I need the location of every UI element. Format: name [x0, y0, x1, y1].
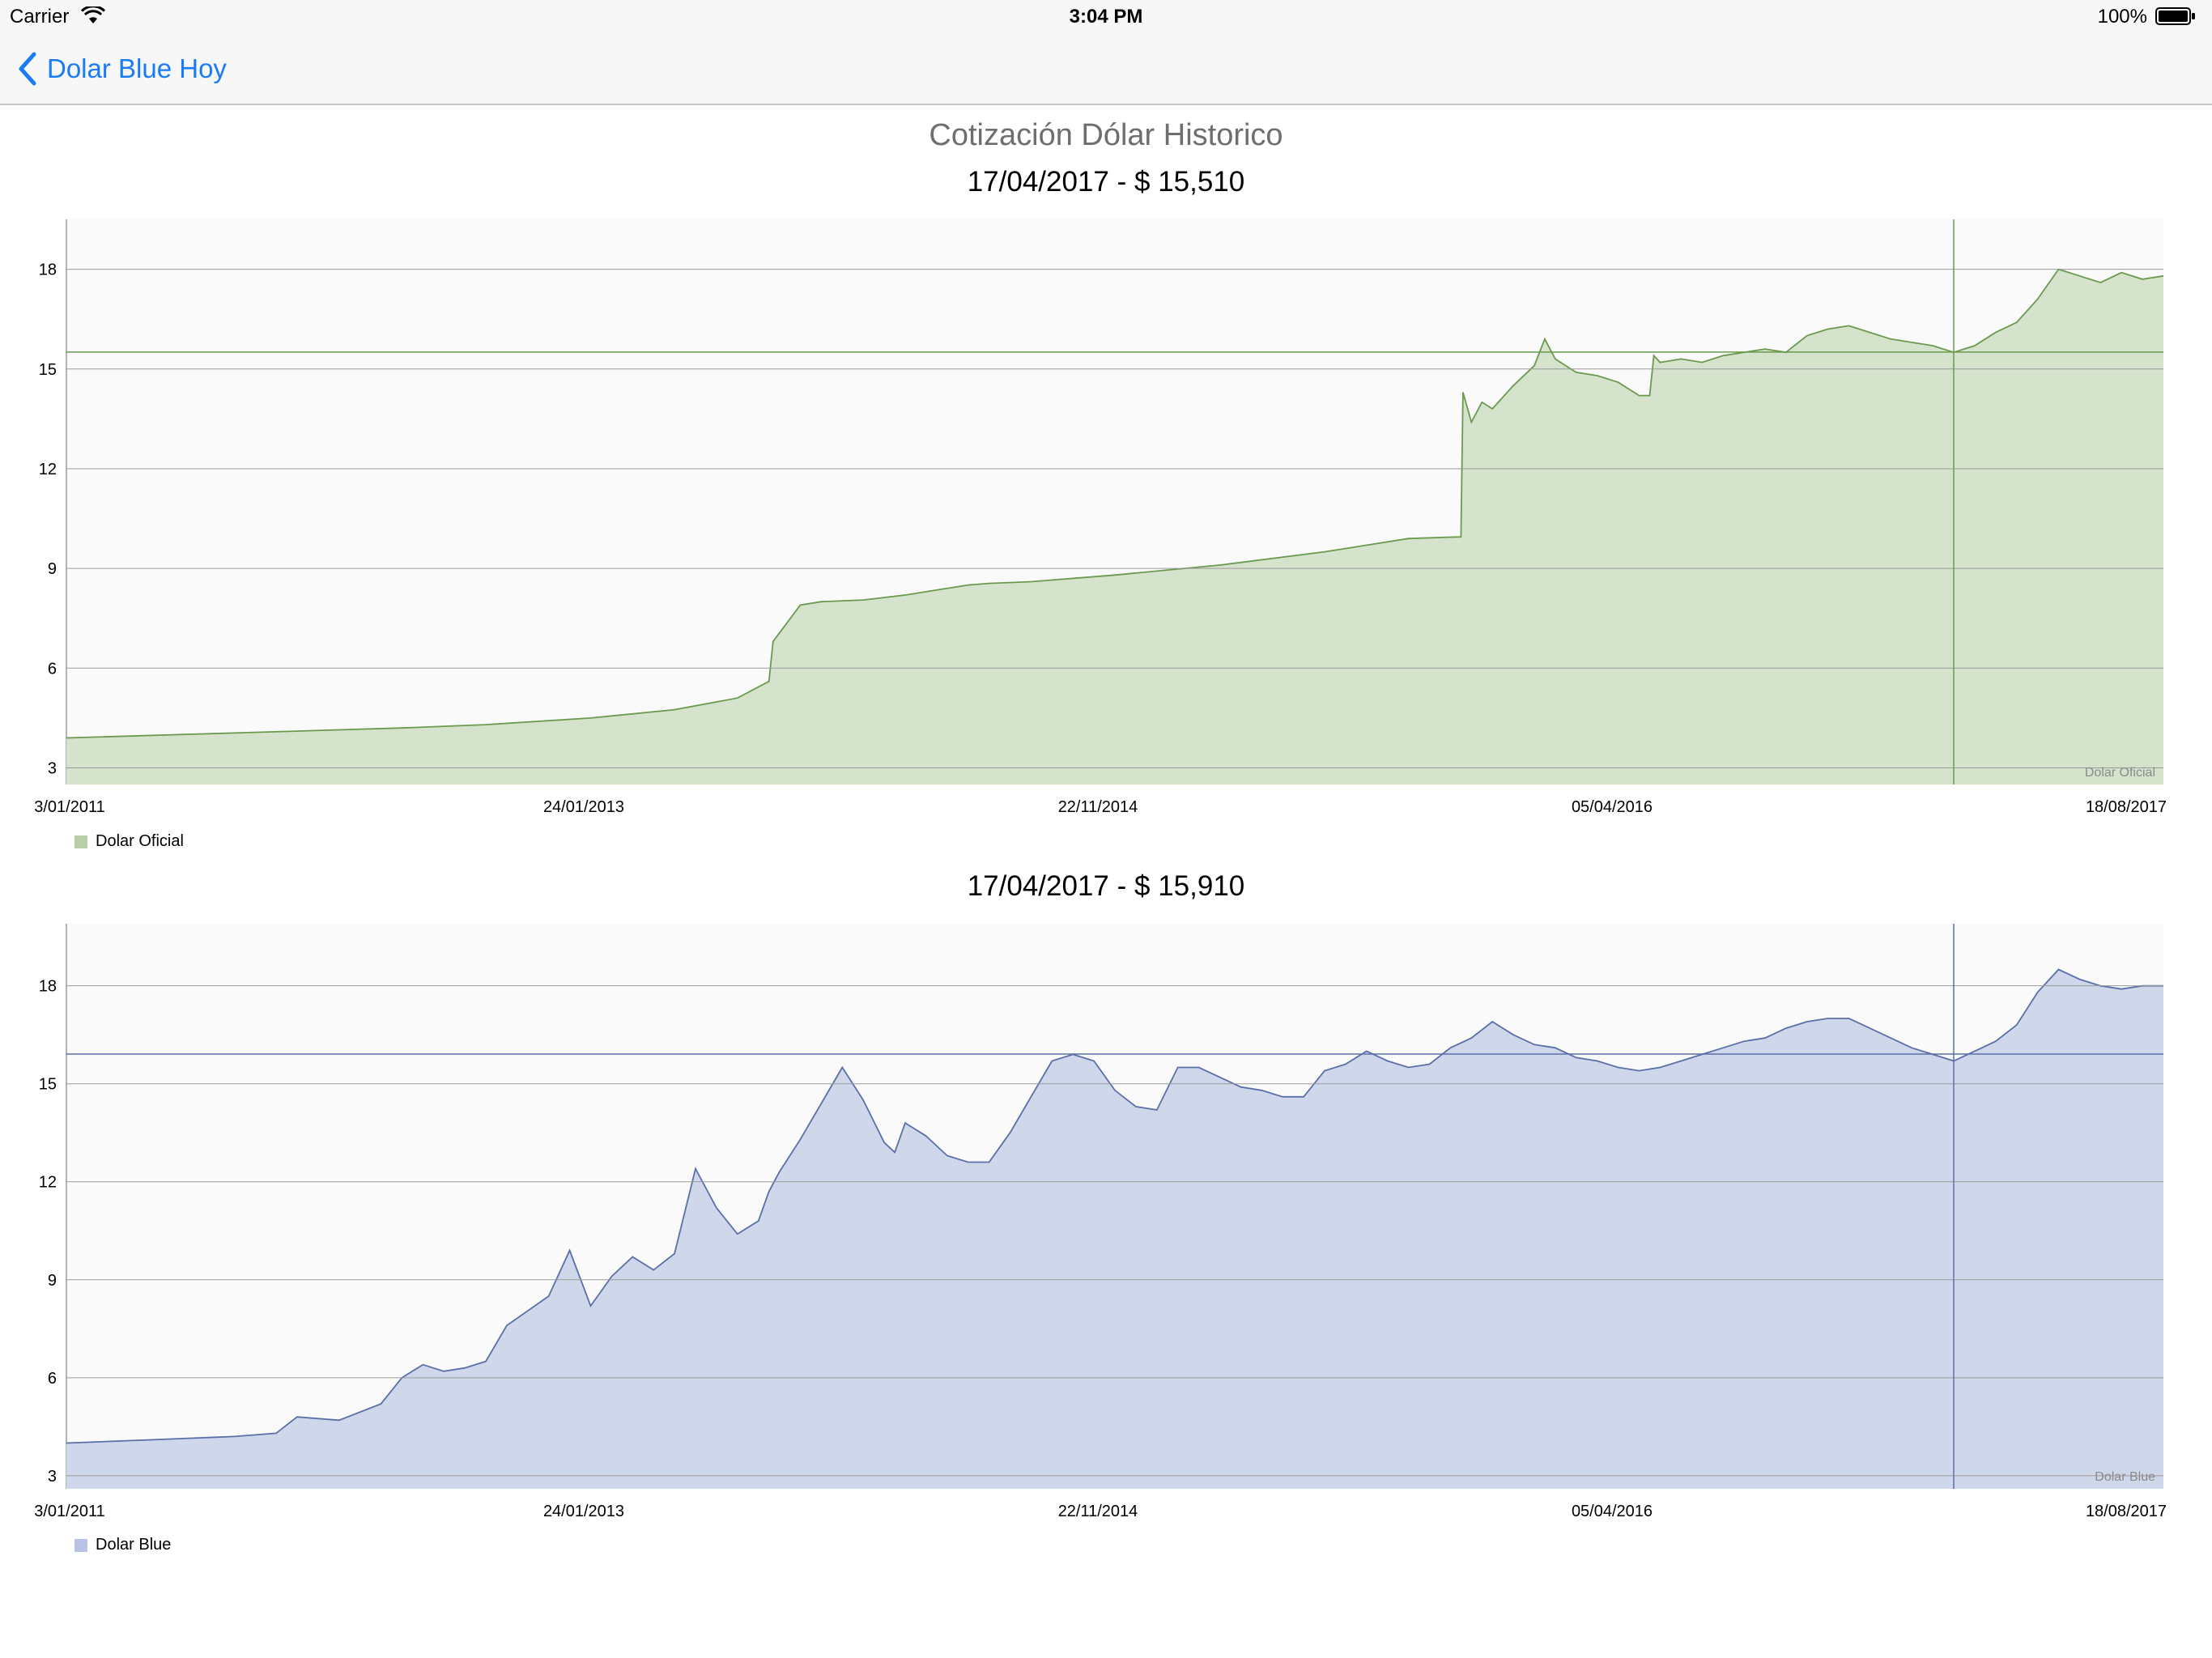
chart-oficial-header-value: $ 15,510 — [1134, 166, 1245, 198]
blue-series-line — [66, 968, 2163, 1444]
battery-icon — [2155, 7, 2195, 25]
legend-swatch-oficial — [74, 835, 87, 848]
chart-dolar-blue[interactable]: 3 6 9 12 15 18 3/01/2011 24/01/2013 22/11/2014 05… — [0, 911, 2212, 1526]
battery-percent: 100% — [2097, 6, 2147, 28]
chart-dolar-oficial[interactable]: 3 6 9 12 15 18 3/01/2011 24/01/2013 22/11/2014 05… — [0, 206, 2212, 822]
blue-x-tick-label: 05/04/2016 — [1572, 1503, 1653, 1520]
blue-y-tick-label: 6 — [48, 1370, 57, 1388]
status-bar: Carrier 3:04 PM 100% — [0, 0, 2212, 32]
blue-y-tick-label: 15 — [39, 1076, 57, 1094]
chevron-left-icon — [19, 52, 36, 86]
blue-x-tick-label: 3/01/2011 — [34, 1503, 105, 1520]
blue-y-tick-label: 12 — [39, 1174, 57, 1192]
wifi-icon — [81, 6, 105, 23]
chart-blue-header: 17/04/2017 - $ 15,910 — [0, 870, 2212, 903]
oficial-x-tick-label: 18/08/2017 — [2086, 798, 2167, 816]
oficial-x-tick-label: 22/11/2014 — [1058, 798, 1138, 816]
legend-swatch-blue — [74, 1538, 87, 1552]
back-button-label: Dolar Blue Hoy — [47, 53, 227, 83]
blue-x-tick-label: 18/08/2017 — [2086, 1503, 2167, 1520]
oficial-x-tick-label: 3/01/2011 — [34, 798, 105, 816]
chart-blue-legend: Dolar Blue — [74, 1536, 171, 1554]
oficial-y-tick-label: 12 — [39, 461, 57, 478]
back-button[interactable]: Dolar Blue Hoy — [16, 50, 227, 87]
blue-description-label: Dolar Blue — [2095, 1470, 2155, 1484]
oficial-y-tick-label: 9 — [48, 560, 57, 578]
carrier-label: Carrier — [10, 6, 70, 28]
legend-label-blue: Dolar Blue — [96, 1536, 172, 1554]
oficial-y-tick-label: 3 — [48, 759, 57, 777]
oficial-description-label: Dolar Oficial — [2085, 766, 2155, 780]
blue-y-tick-label: 18 — [39, 978, 57, 996]
blue-area — [66, 969, 2163, 1489]
legend-label-oficial: Dolar Oficial — [96, 832, 184, 850]
blue-y-tick-label: 9 — [48, 1272, 57, 1290]
oficial-y-tick-label: 15 — [39, 361, 57, 379]
page-title: Cotización Dólar Historico — [929, 118, 1283, 152]
chart-blue-header-date: 17/04/2017 - — [967, 870, 1127, 902]
oficial-area — [66, 269, 2163, 785]
blue-x-tick-label: 24/01/2013 — [543, 1503, 624, 1520]
navigation-bar: Dolar Blue Hoy — [0, 32, 2212, 105]
oficial-x-tick-label: 05/04/2016 — [1572, 798, 1653, 816]
chart-blue-header-value: $ 15,910 — [1134, 870, 1245, 902]
oficial-y-tick-label: 18 — [39, 261, 57, 279]
oficial-x-tick-label: 24/01/2013 — [543, 798, 624, 816]
status-time: 3:04 PM — [1069, 6, 1143, 28]
blue-x-tick-label: 22/11/2014 — [1058, 1503, 1138, 1520]
chart-oficial-header-date: 17/04/2017 - — [967, 166, 1127, 198]
blue-y-tick-label: 3 — [48, 1468, 57, 1486]
oficial-y-tick-label: 6 — [48, 660, 57, 678]
chart-oficial-legend: Dolar Oficial — [74, 832, 184, 851]
chart-oficial-header: 17/04/2017 - $ 15,510 — [0, 166, 2212, 198]
